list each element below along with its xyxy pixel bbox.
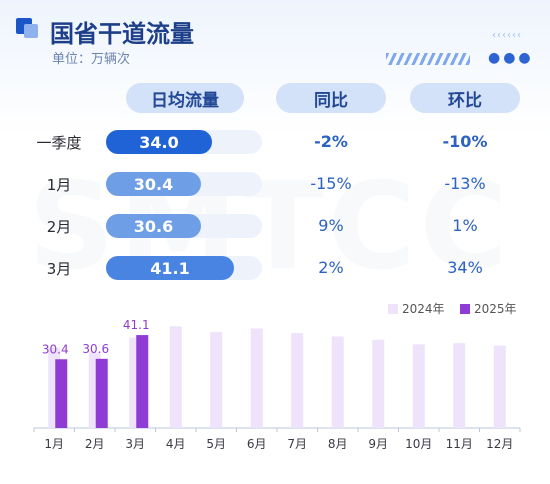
bar-2025 xyxy=(136,335,149,428)
page-title: 国省干道流量 xyxy=(50,20,194,48)
row-label: 一季度 xyxy=(36,134,82,152)
data-label-2025: 41.1 xyxy=(123,318,150,332)
data-label-2025: 30.4 xyxy=(42,342,69,356)
value-bar: 34.0 xyxy=(106,130,212,154)
x-tick-label: 8月 xyxy=(328,437,348,451)
bar-2025 xyxy=(95,358,108,428)
yoy-value: 2% xyxy=(318,258,344,277)
value-bar: 30.4 xyxy=(106,172,201,196)
dots-decoration-icon: ●●● xyxy=(488,50,534,66)
yoy-value: 9% xyxy=(318,216,344,235)
column-header-mom: 环比 xyxy=(410,83,520,113)
mom-value: 1% xyxy=(452,216,478,235)
mom-value: -10% xyxy=(442,132,488,151)
row-label: 1月 xyxy=(46,176,72,194)
unit-label: 单位：万辆次 xyxy=(52,52,131,67)
bar-2024 xyxy=(331,336,344,428)
row-label: 3月 xyxy=(46,260,72,278)
x-tick-label: 4月 xyxy=(166,437,186,451)
x-tick-label: 7月 xyxy=(287,437,307,451)
mom-value: -13% xyxy=(444,174,486,193)
row-label: 2月 xyxy=(46,218,72,236)
x-tick-label: 1月 xyxy=(44,437,64,451)
bar-2024 xyxy=(210,331,223,428)
column-header-daily-flow: 日均流量 xyxy=(126,83,244,113)
legend-swatch-2025 xyxy=(460,303,470,314)
x-tick-label: 6月 xyxy=(247,437,267,451)
column-header-yoy: 同比 xyxy=(276,83,386,113)
x-tick-label: 9月 xyxy=(368,437,388,451)
data-label-2025: 30.6 xyxy=(82,342,109,356)
x-tick-label: 3月 xyxy=(125,437,145,451)
logo-square-overlay-icon xyxy=(24,24,38,38)
x-tick-label: 11月 xyxy=(446,437,473,451)
bar-2024 xyxy=(453,343,466,428)
value-bar: 41.1 xyxy=(106,256,234,280)
value-bar: 30.6 xyxy=(106,214,201,238)
legend-label-2024: 2024年 xyxy=(402,302,445,316)
x-tick-label: 2月 xyxy=(85,437,105,451)
legend-2024: 2024年 xyxy=(388,300,445,317)
bar-2024 xyxy=(372,339,385,428)
stripe-decoration xyxy=(386,53,470,65)
bar-2024 xyxy=(412,344,425,428)
bar-2024 xyxy=(250,328,263,428)
x-tick-label: 5月 xyxy=(206,437,226,451)
yoy-value: -15% xyxy=(310,174,352,193)
bar-2025 xyxy=(55,359,68,428)
bar-2024 xyxy=(493,345,506,428)
x-tick-label: 12月 xyxy=(486,437,513,451)
legend-label-2025: 2025年 xyxy=(474,302,517,316)
yoy-value: -2% xyxy=(314,132,348,151)
chevron-decoration-icon: ‹‹‹‹‹‹ xyxy=(492,30,522,41)
mom-value: 34% xyxy=(447,258,483,277)
bar-2024 xyxy=(291,333,304,428)
bar-2024 xyxy=(169,326,182,428)
x-tick-label: 10月 xyxy=(405,437,432,451)
legend-swatch-2024 xyxy=(388,303,398,314)
legend-2025: 2025年 xyxy=(460,300,517,317)
